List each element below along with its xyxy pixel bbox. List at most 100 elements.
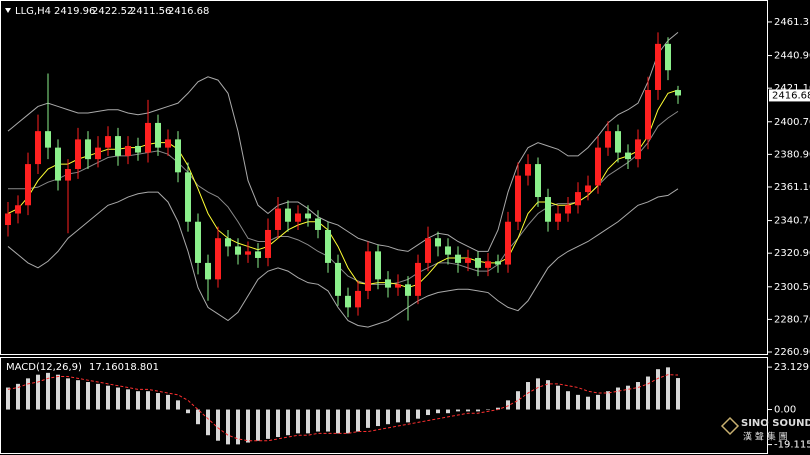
y-tick-label: 23.129 (774, 362, 809, 373)
candle-body (455, 254, 461, 263)
candle-body (345, 295, 351, 308)
macd-value: 17.160 (89, 362, 124, 373)
y-tick-label: 0.00 (774, 405, 796, 416)
candle-body (165, 139, 171, 148)
macd-bar (416, 409, 420, 419)
macd-bar (126, 389, 130, 410)
macd-bar (16, 383, 20, 410)
macd-bar (406, 409, 410, 423)
indicator-line (7, 188, 679, 328)
candle-body (285, 208, 291, 222)
candle-body (135, 145, 141, 153)
candle-body (525, 164, 531, 176)
header-value: 2416.68 (168, 6, 209, 17)
candle-body (505, 221, 511, 265)
candle-body (445, 246, 451, 255)
candle-body (395, 284, 401, 288)
macd-bar (206, 409, 210, 436)
candle-body (555, 213, 561, 222)
menu-arrow (5, 8, 11, 13)
candle-body (65, 169, 71, 181)
macd-bar (56, 374, 60, 410)
y-tick-label: 2361.10 (774, 182, 810, 193)
y-tick-label: 2320.90 (774, 248, 810, 259)
candle-body (125, 145, 131, 156)
macd-bar (376, 409, 380, 427)
macd-bar (496, 407, 500, 410)
watermark-chinese: 漢 聲 集 團 (743, 431, 788, 443)
candle-body (235, 246, 241, 255)
candle-body (15, 205, 21, 214)
macd-bar (186, 409, 190, 414)
candle-body (195, 221, 201, 263)
candle-body (435, 238, 441, 247)
watermark-brand: SINO SOUND (741, 418, 810, 429)
macd-bar (456, 409, 460, 412)
y-tick-label: 2300.50 (774, 282, 810, 293)
macd-bar (396, 409, 400, 423)
macd-bar (296, 409, 300, 434)
macd-bar (86, 382, 90, 410)
macd-bar (196, 409, 200, 425)
candle-body (325, 229, 331, 263)
macd-bar (266, 409, 270, 439)
candle-body (255, 251, 261, 258)
candle-body (25, 164, 31, 206)
macd-bar (136, 391, 140, 410)
candle-body (215, 238, 221, 280)
candle-body (495, 261, 501, 265)
macd-bar (306, 409, 310, 434)
macd-bar (606, 391, 610, 410)
macd-bar (346, 409, 350, 434)
macd-bar (216, 409, 220, 441)
macd-bar (66, 378, 70, 410)
header-value: 2422.52 (92, 6, 133, 17)
macd-bar (426, 409, 430, 416)
macd-bar (276, 409, 280, 438)
y-tick-label: 2280.70 (774, 314, 810, 325)
candle-body (415, 262, 421, 296)
candle-body (645, 89, 651, 140)
candle-body (615, 131, 621, 153)
candle-body (95, 147, 101, 160)
candle-body (545, 197, 551, 222)
macd-bar (466, 409, 470, 412)
macd-bar (36, 374, 40, 410)
macd-title: MACD(12,26,9) (6, 362, 82, 373)
candle-body (475, 257, 481, 268)
macd-bar (156, 393, 160, 410)
y-tick-label: 2340.70 (774, 216, 810, 227)
macd-bar (236, 409, 240, 445)
candle-body (55, 147, 61, 181)
candle-body (5, 213, 11, 226)
candle-body (375, 251, 381, 280)
signal-line (7, 374, 679, 442)
main-panel (0, 0, 768, 355)
price-label: 2416.68 (772, 90, 810, 101)
indicator-line (7, 31, 679, 252)
macd-bar (146, 391, 150, 410)
candle-body (145, 122, 151, 153)
candle-body (205, 262, 211, 280)
macd-bar (326, 409, 330, 432)
candle-body (485, 261, 491, 268)
candle-body (45, 131, 51, 148)
macd-bar (546, 380, 550, 410)
candle-body (335, 262, 341, 296)
candle-body (275, 208, 281, 230)
macd-bar (6, 387, 10, 410)
candle-body (115, 136, 121, 156)
candle-body (575, 192, 581, 206)
macd-bar (576, 394, 580, 410)
macd-bar (226, 409, 230, 445)
macd-bar (436, 409, 440, 414)
candle-body (405, 284, 411, 296)
macd-bar (656, 369, 660, 410)
macd-bar (646, 376, 650, 410)
macd-bar (556, 385, 560, 410)
macd-bar (676, 378, 680, 410)
macd-bar (386, 409, 390, 425)
candle-body (565, 205, 571, 214)
candle-body (665, 43, 671, 71)
